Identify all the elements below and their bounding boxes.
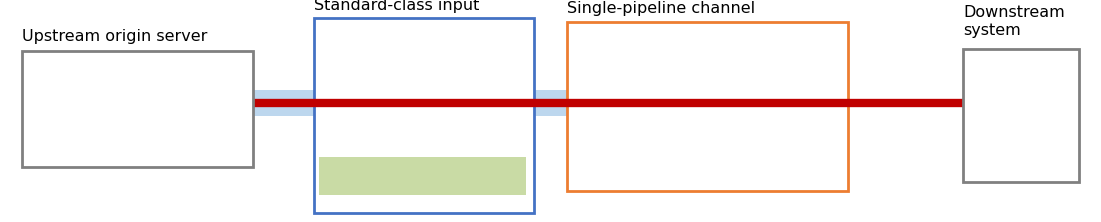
Bar bbox=[567, 98, 848, 119]
Text: Standard-class input: Standard-class input bbox=[314, 0, 479, 13]
Bar bbox=[314, 18, 534, 213]
Bar bbox=[22, 51, 253, 166]
Bar bbox=[253, 91, 848, 116]
Text: Downstream
system: Downstream system bbox=[963, 5, 1065, 38]
Text: Upstream origin server: Upstream origin server bbox=[22, 29, 207, 44]
Text: Single-pipeline channel: Single-pipeline channel bbox=[567, 0, 755, 16]
Bar bbox=[963, 49, 1079, 182]
Bar bbox=[567, 22, 848, 191]
Bar bbox=[319, 157, 526, 195]
Text: Pipeline 0: Pipeline 0 bbox=[633, 34, 708, 49]
